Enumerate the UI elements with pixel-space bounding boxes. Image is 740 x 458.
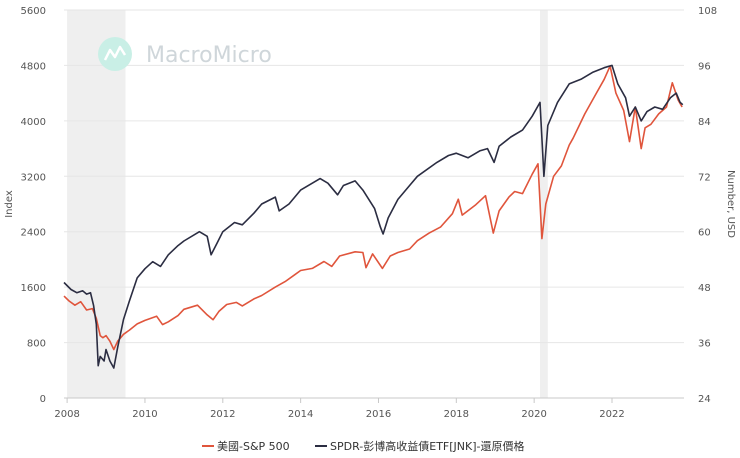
x-tick-label-2: 2012	[210, 409, 235, 420]
left-axis-title: Index	[4, 190, 15, 218]
legend-label-sp500: 美國-S&P 500	[217, 440, 290, 453]
right-tick-label-5: 84	[698, 117, 711, 128]
series-layer	[63, 64, 684, 369]
macromicro-logo-icon	[98, 37, 132, 71]
right-tick-label-6: 96	[698, 61, 711, 72]
legend-item-jnk[interactable]: SPDR-彭博高收益債ETF[JNK]-還原價格	[315, 439, 525, 453]
right-tick-label-0: 24	[698, 394, 711, 405]
legend[interactable]: 美國-S&P 500 SPDR-彭博高收益債ETF[JNK]-還原價格	[202, 439, 525, 453]
left-tick-label-0: 0	[40, 394, 46, 405]
left-tick-label-6: 4800	[21, 61, 46, 72]
x-tick-label-7: 2022	[599, 409, 624, 420]
x-tick-label-6: 2020	[521, 409, 546, 420]
legend-label-jnk: SPDR-彭博高收益債ETF[JNK]-還原價格	[330, 439, 525, 453]
left-tick-label-3: 2400	[21, 228, 46, 239]
series-line-0	[63, 65, 683, 351]
x-tick-label-1: 2010	[132, 409, 157, 420]
x-tick-label-0: 2008	[54, 409, 79, 420]
legend-item-sp500[interactable]: 美國-S&P 500	[202, 440, 290, 453]
logo-line-glyph	[103, 45, 127, 61]
axes: 0 800 1600 2400 3200 4000 4800 5600 24 36 48 60 72 84…	[21, 6, 718, 420]
series-line-1	[63, 64, 684, 369]
right-tick-label-1: 36	[698, 339, 711, 350]
x-tick-label-4: 2016	[366, 409, 391, 420]
left-tick-label-1: 800	[27, 339, 46, 350]
right-tick-label-2: 48	[698, 283, 711, 294]
right-tick-label-3: 60	[698, 228, 711, 239]
right-tick-label-7: 108	[698, 6, 717, 17]
left-tick-label-4: 3200	[21, 172, 46, 183]
right-axis-title: Number, USD	[725, 170, 736, 238]
x-tick-label-5: 2018	[444, 409, 469, 420]
grid-lines	[64, 9, 684, 399]
x-tick-label-3: 2014	[288, 409, 313, 420]
right-tick-label-4: 72	[698, 172, 711, 183]
watermark: MacroMicro	[98, 37, 272, 71]
left-tick-label-7: 5600	[21, 6, 46, 17]
recession-band-1	[539, 10, 548, 398]
watermark-text: MacroMicro	[146, 43, 272, 68]
left-tick-label-2: 1600	[21, 283, 46, 294]
left-tick-label-5: 4000	[21, 117, 46, 128]
